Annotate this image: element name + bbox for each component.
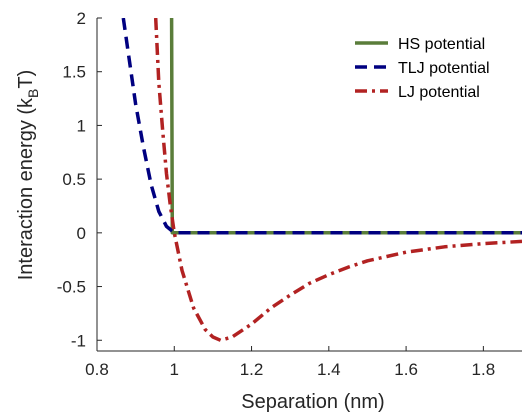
y-tick-label: 1	[77, 116, 86, 135]
x-tick-label: 1.6	[394, 360, 418, 379]
x-tick-label: 0.8	[85, 360, 109, 379]
y-axis-label-subscript: B	[25, 89, 41, 98]
x-tick-label: 1.8	[472, 360, 496, 379]
axes: 0.8 1 1.2 1.4 1.6 1.8 -1 -0.5 0 0.5 1 1.5 2	[57, 9, 522, 379]
series-line-3	[153, 18, 522, 343]
y-tick-label: -1	[71, 331, 86, 350]
x-tick-label: 1.2	[240, 360, 264, 379]
y-tick-label: 1.5	[62, 63, 86, 82]
plot-area	[121, 18, 522, 343]
y-axis-label: Interaction energy (kBT)	[15, 70, 41, 281]
series-line-2	[121, 18, 522, 235]
y-axis-label-tail: T)	[15, 70, 37, 89]
y-tick-label: 0.5	[62, 170, 86, 189]
x-tick-label: 1	[170, 360, 179, 379]
y-axis-label-main: Interaction energy (k	[15, 97, 37, 280]
legend-label-1: HS potential	[398, 36, 485, 53]
x-tick-label: 1.4	[317, 360, 341, 379]
x-axis-label: Separation (nm)	[241, 391, 384, 413]
y-tick-label: 0	[77, 224, 86, 243]
legend-label-2: TLJ potential	[398, 60, 490, 77]
legend-label-3: LJ potential	[398, 84, 480, 101]
series-line-1	[169, 18, 522, 235]
y-tick-label: 2	[77, 9, 86, 28]
legend: HS potential TLJ potential LJ potential	[355, 36, 490, 101]
y-tick-label: -0.5	[57, 278, 86, 297]
